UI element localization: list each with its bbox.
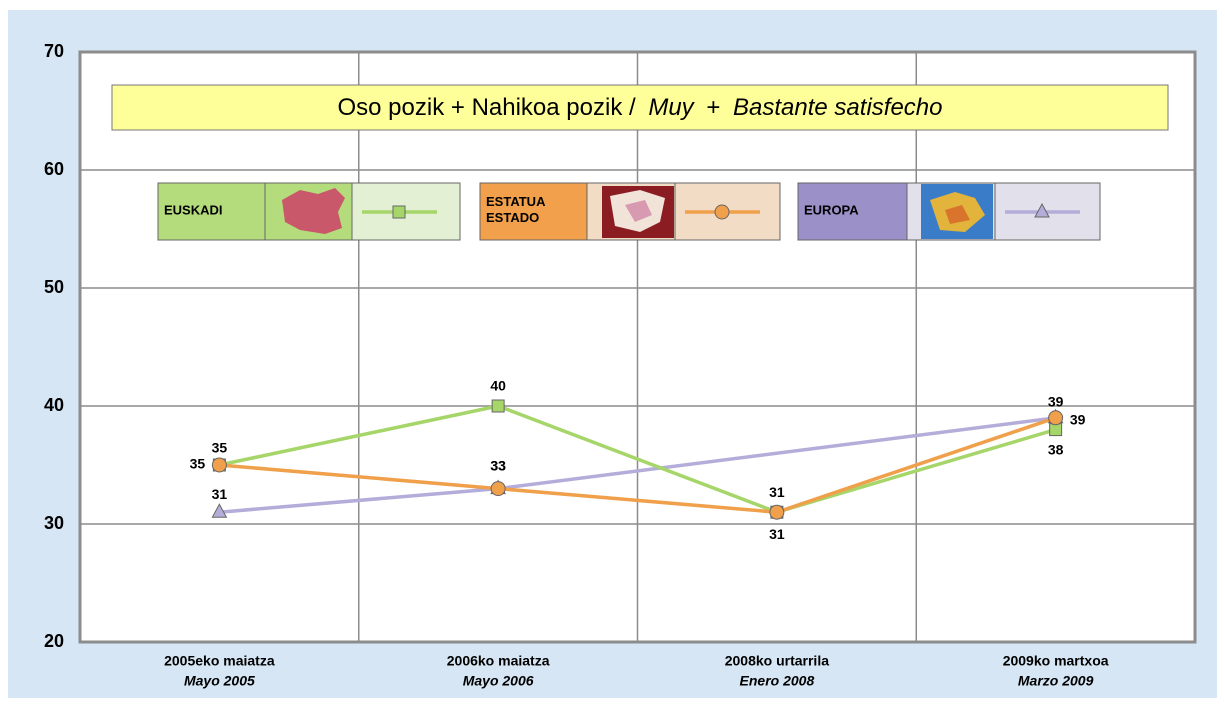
data-label: 35 (190, 456, 206, 472)
marker (211, 457, 227, 473)
legend-label-box (157, 182, 266, 241)
marker (1048, 410, 1064, 426)
y-tick-label: 20 (44, 631, 64, 651)
x-tick-label: 2008ko urtarrila (725, 653, 829, 669)
title-part: Oso pozik + Nahikoa pozik / (338, 94, 636, 121)
data-label: 38 (1048, 441, 1064, 457)
legend-label-line: ESTADO (486, 210, 539, 225)
marker (490, 481, 506, 497)
title-box (111, 84, 1169, 131)
x-tick-label: 2006ko maiatza (447, 653, 550, 669)
legend-marker (1034, 202, 1050, 218)
data-label: 33 (490, 457, 506, 473)
title-part: + (706, 94, 720, 121)
data-label: 40 (490, 378, 506, 394)
x-tick-sublabel: Mayo 2006 (463, 673, 534, 689)
marker (1049, 423, 1063, 437)
x-tick-sublabel: Enero 2008 (740, 673, 815, 689)
data-label: 31 (212, 486, 228, 502)
title-part: Muy (648, 94, 695, 121)
title-part: Bastante satisfecho (733, 94, 942, 121)
map-europa-region (945, 205, 970, 224)
data-label: 39 (1048, 394, 1064, 410)
legend-label: ESTATUA ESTADO (486, 194, 546, 225)
x-tick-label: 2005eko maiatza (164, 653, 275, 669)
marker (211, 503, 228, 518)
legend-label: EUSKADI (164, 202, 223, 217)
marker (491, 399, 505, 413)
series-line (219, 416, 1057, 514)
grid (80, 51, 1195, 643)
legend-marker (392, 205, 406, 219)
series-line (219, 404, 1057, 515)
map-euskadi (282, 188, 345, 234)
x-tick-sublabel: Mayo 2005 (184, 673, 255, 689)
y-tick-label: 50 (44, 277, 64, 297)
legend (157, 182, 1101, 241)
y-tick-label: 70 (44, 41, 64, 61)
marker (769, 504, 785, 520)
data-label: 31 (769, 484, 785, 500)
data-label: 35 (212, 440, 228, 456)
map-estado-region (625, 200, 652, 222)
legend-label: EUROPA (804, 202, 859, 217)
y-tick-label: 60 (44, 159, 64, 179)
x-tick-label: 2009ko martxoa (1003, 653, 1109, 669)
data-label: 39 (1070, 412, 1086, 428)
data-label: 31 (769, 526, 785, 542)
y-tick-label: 40 (44, 395, 64, 415)
data-label: 33 (490, 457, 506, 473)
legend-label-line: ESTATUA (486, 194, 546, 209)
x-tick-sublabel: Marzo 2009 (1018, 673, 1094, 689)
legend-marker (714, 204, 730, 220)
legend-label-box (797, 182, 908, 241)
chart-title: Oso pozik + Nahikoa pozik / Muy + Bastan… (338, 94, 943, 121)
y-tick-label: 30 (44, 513, 64, 533)
